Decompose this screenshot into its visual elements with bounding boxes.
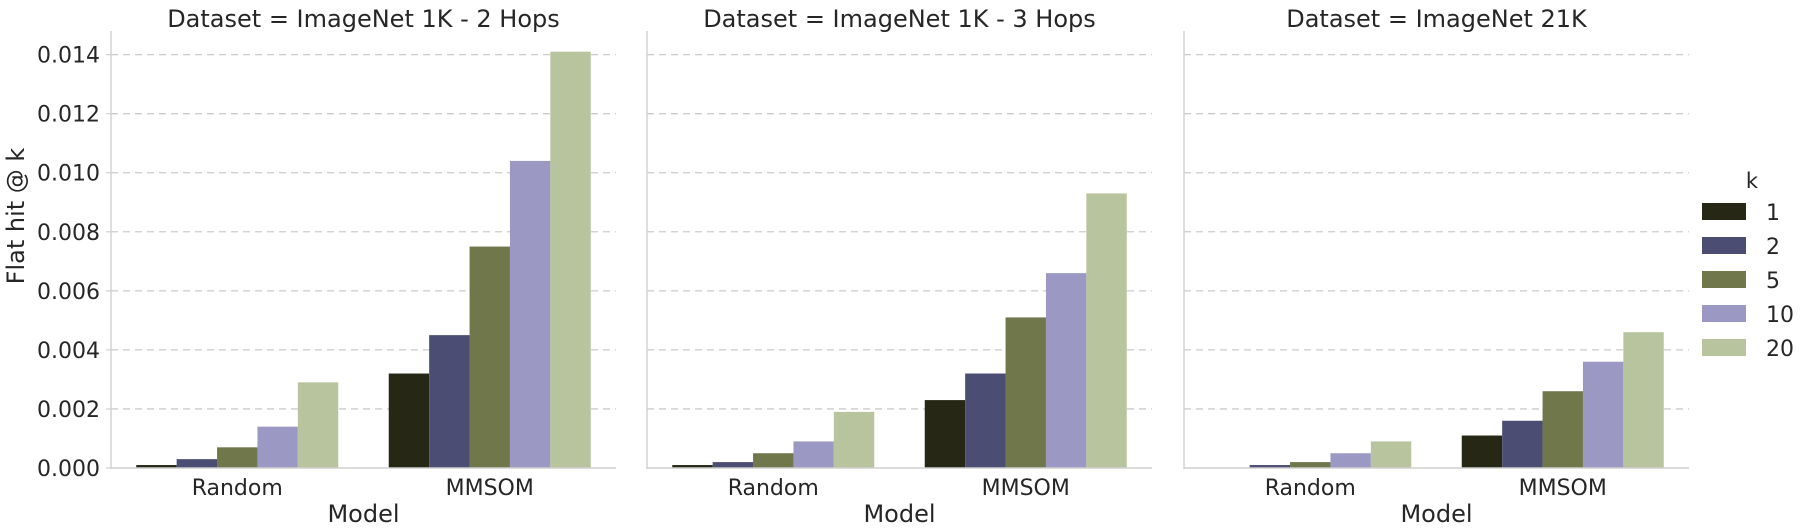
x-axis-label-p2: Model (863, 500, 935, 528)
legend-label-k10: 10 (1766, 303, 1794, 328)
bar-p3-random-k2 (1249, 465, 1291, 468)
bar-p3-mmsom-k20 (1623, 332, 1664, 468)
bar-p1-mmsom-k1 (388, 373, 430, 468)
bar-p2-random-k10 (793, 441, 834, 468)
bar-p2-random-k5 (753, 453, 794, 468)
panel-title-3: Dataset = ImageNet 21K (1286, 5, 1588, 33)
legend-label-k1: 1 (1766, 201, 1780, 226)
y-tick-label-6: 0.012 (37, 103, 100, 128)
y-tick-label-5: 0.010 (37, 162, 100, 187)
bar-p3-random-k5 (1290, 462, 1331, 468)
bar-p3-mmsom-k10 (1582, 361, 1624, 468)
bar-p1-mmsom-k2 (429, 335, 470, 468)
legend-label-k2: 2 (1766, 235, 1780, 260)
bar-p2-random-k20 (833, 411, 875, 468)
x-tick-label-p2-0: Random (728, 476, 819, 501)
bar-p2-mmsom-k20 (1086, 193, 1127, 468)
bar-p1-mmsom-k5 (469, 246, 510, 468)
bar-p3-random-k10 (1330, 453, 1371, 468)
bar-p1-random-k10 (257, 426, 298, 468)
bar-p2-mmsom-k1 (924, 400, 966, 468)
y-tick-label-0: 0.000 (37, 457, 100, 482)
bar-p2-mmsom-k10 (1045, 273, 1087, 468)
legend-label-k20: 20 (1766, 337, 1794, 362)
y-tick-label-2: 0.004 (37, 339, 100, 364)
x-tick-label-p1-0: Random (192, 476, 283, 501)
legend-swatch-k2 (1702, 237, 1746, 254)
x-axis-label-p3: Model (1400, 500, 1472, 528)
bar-p1-random-k1 (136, 465, 177, 468)
x-tick-label-p1-1: MMSOM (446, 476, 534, 501)
legend-swatch-k20 (1702, 339, 1746, 356)
legend-swatch-k10 (1702, 305, 1746, 322)
bar-p3-mmsom-k5 (1542, 391, 1583, 468)
bar-p1-random-k2 (176, 459, 218, 468)
bar-p1-mmsom-k10 (509, 160, 551, 468)
bar-p2-mmsom-k5 (1005, 317, 1046, 468)
legend-swatch-k5 (1702, 271, 1746, 288)
bar-p3-random-k20 (1370, 441, 1412, 468)
x-tick-label-p3-1: MMSOM (1519, 476, 1607, 501)
panel-title-2: Dataset = ImageNet 1K - 3 Hops (703, 5, 1096, 33)
bar-p2-mmsom-k2 (965, 373, 1006, 468)
y-tick-label-3: 0.006 (37, 280, 100, 305)
bar-p2-random-k1 (672, 465, 713, 468)
legend-label-k5: 5 (1766, 269, 1780, 294)
y-tick-label-7: 0.014 (37, 44, 100, 69)
bar-p2-random-k2 (712, 462, 754, 468)
bar-p1-random-k20 (297, 382, 339, 468)
x-tick-label-p3-0: Random (1265, 476, 1356, 501)
x-tick-label-p2-1: MMSOM (982, 476, 1070, 501)
legend-title: k (1746, 169, 1759, 193)
panel-title-1: Dataset = ImageNet 1K - 2 Hops (167, 5, 560, 33)
y-axis-label: Flat hit @ k (2, 148, 30, 285)
bar-p3-mmsom-k1 (1461, 435, 1503, 468)
x-axis-label-p1: Model (327, 500, 399, 528)
y-tick-label-4: 0.008 (37, 221, 100, 246)
bar-p3-mmsom-k2 (1502, 420, 1543, 468)
legend-swatch-k1 (1702, 203, 1746, 220)
y-tick-label-1: 0.002 (37, 398, 100, 423)
bar-p1-mmsom-k20 (550, 51, 591, 469)
bar-p1-random-k5 (217, 447, 258, 468)
